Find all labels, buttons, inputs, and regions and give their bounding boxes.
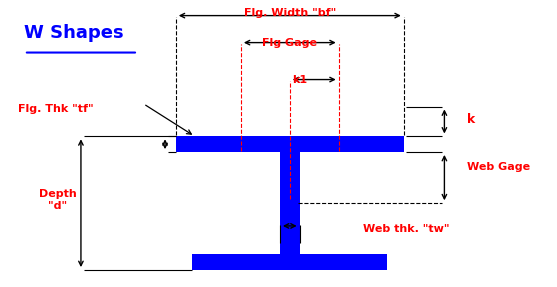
Text: Flg Gage: Flg Gage <box>262 38 317 48</box>
Bar <box>281 137 299 154</box>
Bar <box>350 138 366 149</box>
Text: Flg. Width "bf": Flg. Width "bf" <box>243 9 336 18</box>
Text: Flg. Thk "tf": Flg. Thk "tf" <box>18 104 94 114</box>
Text: Web thk. "tw": Web thk. "tw" <box>363 224 449 234</box>
Bar <box>280 152 300 254</box>
Text: k1: k1 <box>292 75 307 85</box>
Bar <box>192 254 388 270</box>
Bar <box>192 138 207 149</box>
Text: W Shapes: W Shapes <box>24 24 124 42</box>
Text: k: k <box>467 113 475 126</box>
Bar <box>281 198 299 207</box>
Text: Depth
"d": Depth "d" <box>39 189 76 211</box>
Text: Web Gage: Web Gage <box>467 162 530 172</box>
Bar <box>176 136 404 152</box>
